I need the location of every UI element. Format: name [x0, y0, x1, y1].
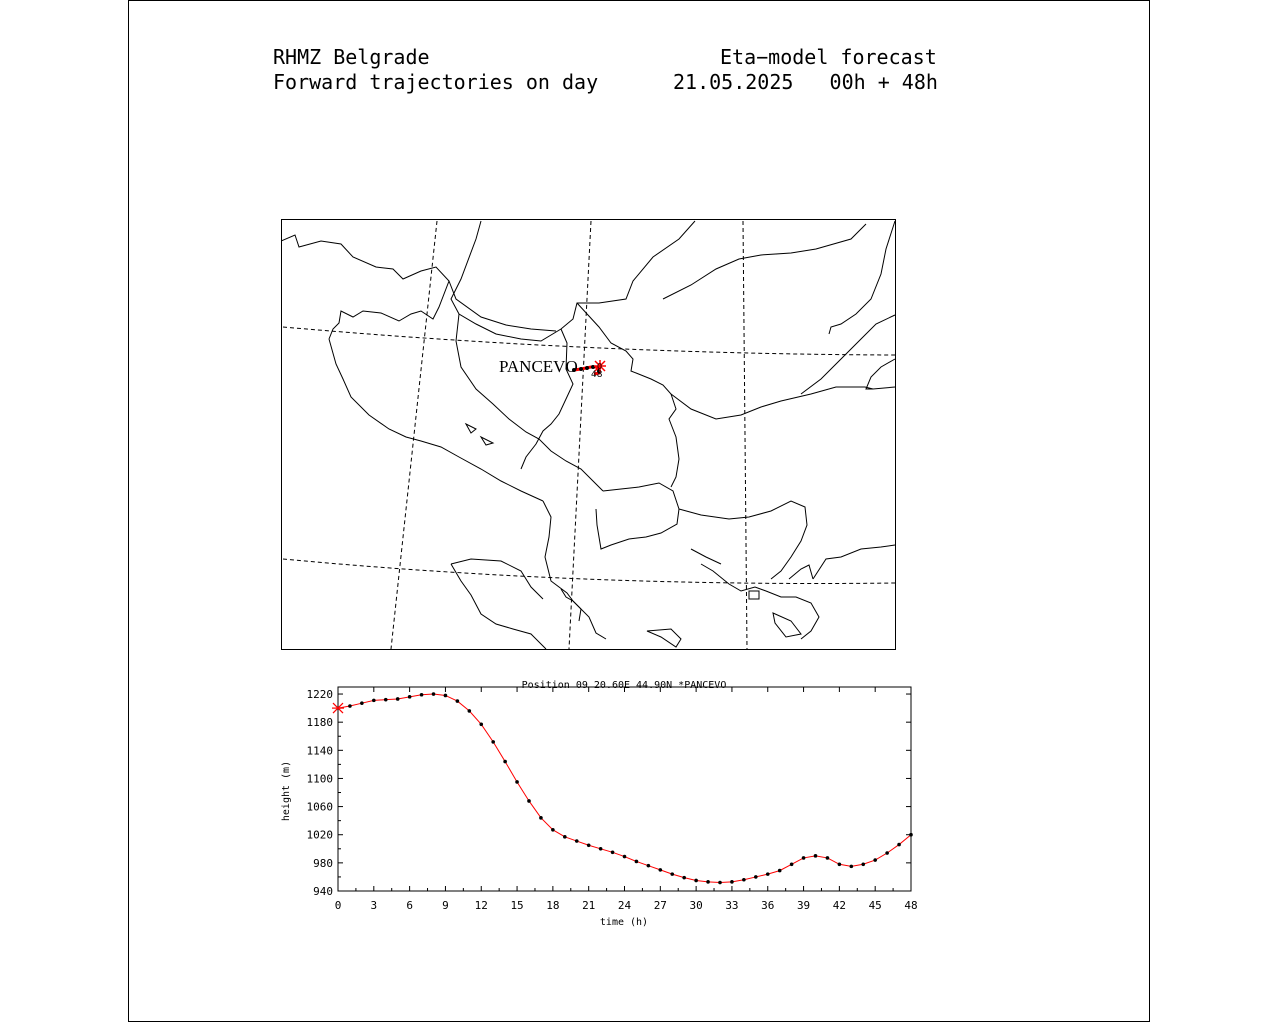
data-point — [443, 693, 448, 698]
data-point — [813, 854, 818, 858]
data-point — [909, 832, 913, 837]
data-point — [574, 839, 579, 843]
x-tick-label: 0 — [335, 899, 342, 912]
x-tick-label: 30 — [690, 899, 703, 912]
station-label: PANCEVO — [499, 357, 578, 376]
plot-area — [337, 686, 912, 892]
x-tick-label: 39 — [797, 899, 810, 912]
data-point — [598, 846, 603, 851]
y-tick-label: 940 — [313, 885, 333, 898]
data-point — [885, 851, 889, 855]
y-tick-label: 1140 — [307, 744, 334, 757]
data-point — [670, 872, 675, 876]
data-point — [730, 880, 734, 884]
data-point — [706, 880, 710, 884]
data-point — [801, 856, 806, 860]
x-tick-label: 27 — [654, 899, 667, 912]
data-point — [765, 872, 770, 876]
data-point — [491, 740, 495, 744]
data-point — [777, 868, 782, 873]
x-axis-label: time (h) — [600, 917, 648, 928]
data-point — [849, 864, 854, 869]
header-subtitle: Forward trajectories on day — [273, 70, 599, 94]
chart-title: Position 09 20.60E 44.90N *PANCEVO — [522, 680, 727, 691]
data-point — [897, 842, 901, 847]
data-point — [610, 850, 615, 855]
data-point — [718, 880, 722, 885]
x-tick-label: 45 — [869, 899, 882, 912]
header-model: Eta−model forecast — [720, 45, 937, 69]
header-run: 21.05.2025 00h + 48h — [673, 70, 938, 94]
data-point — [682, 875, 686, 880]
x-tick-label: 9 — [442, 899, 449, 912]
data-point — [515, 780, 519, 784]
data-point — [694, 878, 698, 883]
x-tick-label: 3 — [371, 899, 378, 912]
data-point — [825, 856, 830, 860]
x-tick-label: 6 — [406, 899, 413, 912]
data-point — [754, 875, 758, 879]
x-tick-label: 36 — [761, 899, 774, 912]
data-point — [395, 697, 400, 701]
series-line — [337, 693, 912, 884]
data-point — [527, 799, 531, 803]
x-tick-label: 42 — [833, 899, 846, 912]
header-org: RHMZ Belgrade — [273, 45, 430, 69]
end-label: 48 — [591, 370, 603, 380]
data-point — [407, 695, 412, 699]
data-point — [372, 698, 376, 703]
coastlines-borders — [281, 220, 896, 650]
data-point — [503, 759, 507, 764]
y-tick-label: 1020 — [307, 829, 334, 842]
data-point — [837, 862, 842, 867]
data-point — [455, 699, 460, 703]
y-tick-label: 1220 — [307, 688, 334, 701]
data-point — [563, 835, 567, 839]
data-point — [622, 854, 627, 859]
height-chart: Position 09 20.60E 44.90N *PANCEVO time … — [281, 680, 918, 928]
y-axis-label: height (m) — [281, 761, 292, 821]
x-tick-label: 21 — [582, 899, 595, 912]
data-point — [873, 858, 877, 862]
x-tick-label: 12 — [475, 899, 488, 912]
plot-frame — [128, 0, 1150, 1022]
data-point — [586, 843, 591, 848]
data-point — [646, 863, 651, 868]
data-point — [742, 877, 746, 882]
trajectory — [572, 360, 606, 376]
data-point — [539, 816, 543, 820]
data-point — [658, 868, 663, 872]
data-point — [360, 701, 364, 705]
data-point — [634, 859, 639, 864]
data-point — [861, 862, 866, 867]
data-point — [789, 862, 794, 867]
x-tick-label: 18 — [546, 899, 559, 912]
data-point — [551, 828, 555, 832]
data-point — [419, 692, 424, 697]
x-tick-label: 24 — [618, 899, 632, 912]
trajectory-map: PANCEVO 48 0 — [281, 219, 896, 650]
y-tick-label: 980 — [313, 857, 333, 870]
y-tick-label: 1180 — [307, 716, 334, 729]
data-point — [467, 709, 472, 713]
y-tick-label: 1060 — [307, 801, 334, 814]
station-marker — [594, 360, 606, 372]
graticule — [282, 220, 896, 650]
data-point — [348, 704, 352, 708]
y-tick-label: 1100 — [307, 772, 334, 785]
start-label: 0 — [597, 362, 602, 371]
data-point — [431, 692, 436, 696]
data-point — [479, 722, 484, 727]
data-point — [383, 697, 388, 702]
x-tick-label: 15 — [510, 899, 523, 912]
x-tick-label: 48 — [904, 899, 917, 912]
x-tick-label: 33 — [725, 899, 738, 912]
